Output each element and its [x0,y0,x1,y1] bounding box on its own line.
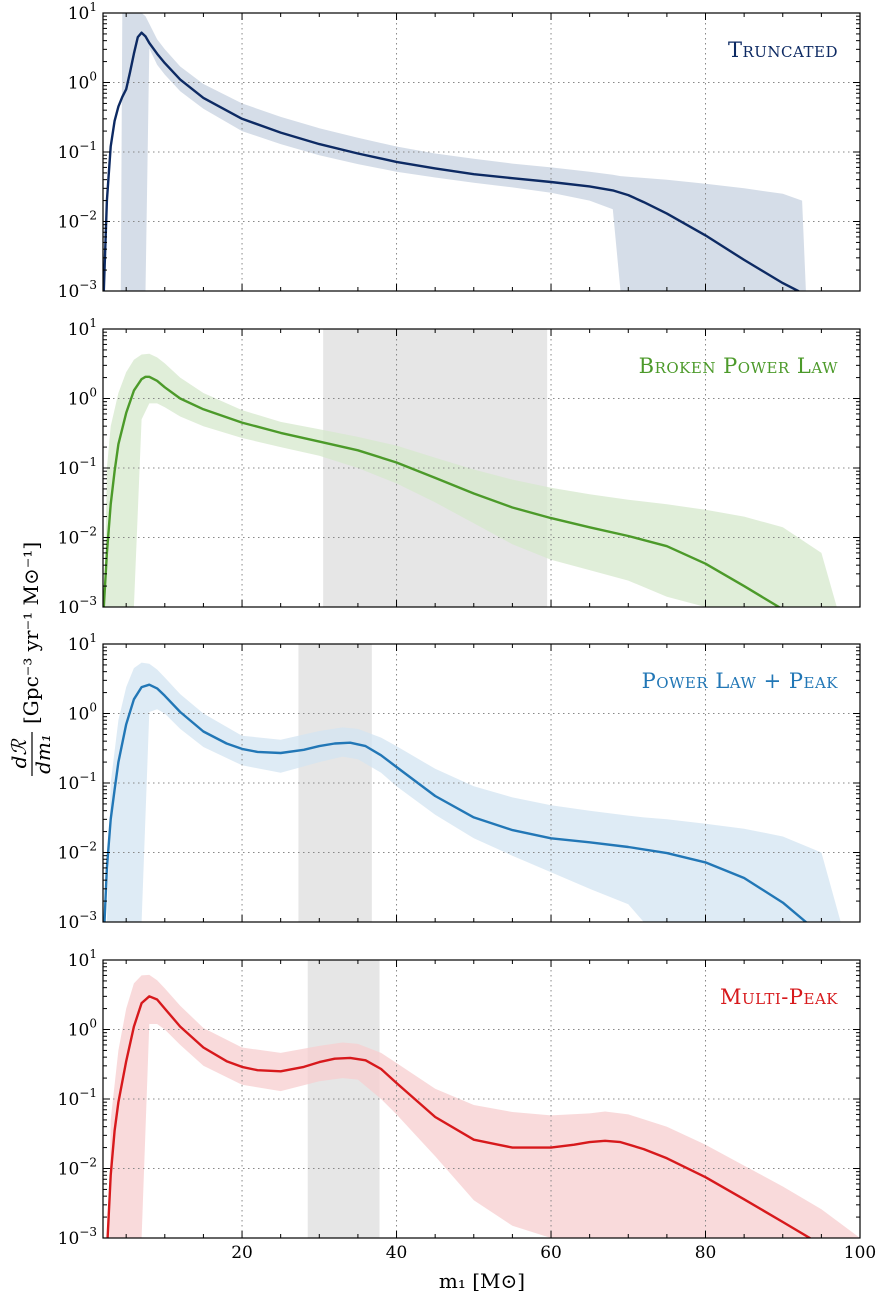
y-axis-label-units: [Gpc⁻³ yr⁻¹ M⊙⁻¹] [19,542,43,724]
median-line-group [106,995,811,1238]
panel-title-truncated: Truncated [728,38,838,62]
median-line-group [103,31,800,291]
x-tick-label: 20 [231,1243,253,1263]
y-tick-label: 10−1 [58,455,97,479]
median-line [103,375,781,607]
median-line-group [103,683,808,922]
x-tick-label: 60 [540,1243,562,1263]
y-axis-label: dℛ dm₁ [Gpc⁻³ yr⁻¹ M⊙⁻¹] [7,542,55,776]
credible-band [106,662,841,922]
shaded-region [298,644,372,922]
band-group [109,974,860,1238]
x-axis-label: m₁ [M⊙] [439,1269,525,1293]
y-tick-label: 10−1 [58,770,97,794]
y-tick-label: 10−1 [58,139,97,163]
credible-band [120,13,806,291]
panel-title-broken-power-law: Broken Power Law [639,354,838,378]
x-tick-label: 100 [844,1243,876,1263]
y-tick-label: 10−3 [58,594,97,618]
credible-band [109,974,860,1238]
y-tick-label: 10−3 [58,1225,97,1249]
panels-group: 101 100 10−1 10−2 10−3 Truncated 101 100 10−1 10−… [58,0,877,1263]
y-tick-label: 100 [68,386,97,410]
panel-title-power-law-peak: Power Law + Peak [642,669,839,693]
panel-truncated: 101 100 10−1 10−2 10−3 Truncated [58,0,861,302]
y-tick-label: 100 [68,70,97,94]
median-line-group [103,375,781,607]
y-tick-label: 10−2 [58,525,97,549]
y-axis-label-denominator: dm₁ [31,734,55,774]
y-tick-label: 10−3 [58,909,97,933]
panel-power-law-peak: 101 100 10−1 10−2 10−3 Power Law + Peak [58,631,861,933]
y-tick-label: 100 [68,1017,97,1041]
panel-broken-power-law: 101 100 10−1 10−2 10−3 Broken Power Law [58,316,861,618]
y-tick-label: 10−1 [58,1086,97,1110]
y-axis-label-numerator: dℛ [7,738,31,769]
y-tick-label: 101 [68,631,97,655]
x-tick-label: 40 [386,1243,408,1263]
median-line [106,995,811,1238]
y-tick-label: 10−2 [58,840,97,864]
y-tick-label: 101 [68,0,97,24]
y-tick-label: 101 [68,316,97,340]
panel-title-multi-peak: Multi-Peak [720,985,838,1009]
y-tick-label: 10−3 [58,278,97,302]
y-tick-label: 10−2 [58,1156,97,1180]
median-line [103,31,800,291]
y-tick-label: 100 [68,701,97,725]
panel-multi-peak: 101 100 10−1 10−2 10−3 20 40 60 80 100 Multi-Peak [58,947,877,1263]
band-group [106,662,841,922]
y-tick-label: 10−2 [58,209,97,233]
x-tick-label: 80 [695,1243,717,1263]
y-tick-label: 101 [68,947,97,971]
median-line [103,683,808,922]
band-group [120,13,806,291]
